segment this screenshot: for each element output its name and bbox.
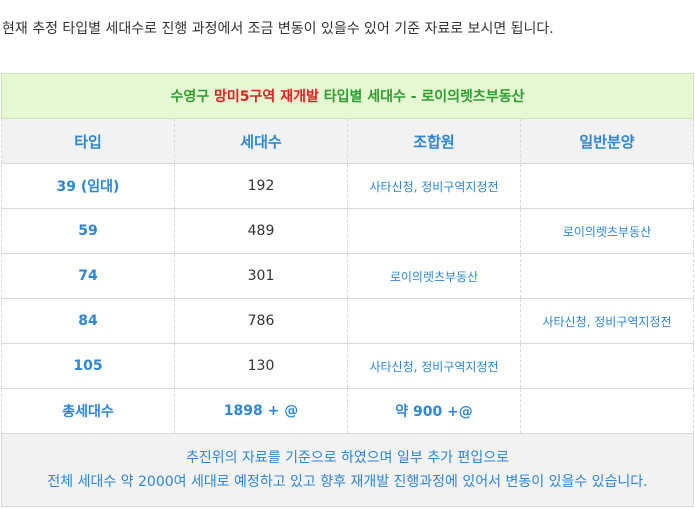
general-cell — [520, 253, 694, 299]
count-cell: 301 — [174, 253, 348, 299]
footer-line-2: 전체 세대수 약 2000여 세대로 예정하고 있고 향후 재개발 진행과정에 … — [47, 474, 648, 490]
header-member: 조합원 — [347, 118, 521, 164]
count-cell: 130 — [174, 343, 348, 389]
intro-text: 현재 추정 타입별 세대수로 진행 과정에서 조금 변동이 있을수 있어 기준 … — [2, 21, 554, 37]
count-cell: 786 — [174, 298, 348, 344]
type-cell: 59 — [1, 208, 175, 254]
member-cell — [347, 298, 521, 344]
total-general — [520, 388, 694, 434]
general-cell — [520, 343, 694, 389]
table-header-row: 타입 세대수 조합원 일반분양 — [1, 118, 694, 164]
total-count: 1898 + @ — [174, 388, 348, 434]
caption-subtitle: 타입별 세대수 - 로이의렛츠부동산 — [323, 89, 525, 105]
table-caption: 수영구 망미5구역 재개발 타입별 세대수 - 로이의렛츠부동산 — [1, 73, 694, 119]
footer-note: 추진위의 자료를 기준으로 하였으며 일부 추가 편입으로 전체 세대수 약 2… — [1, 433, 694, 507]
type-cell: 84 — [1, 298, 175, 344]
count-cell: 192 — [174, 163, 348, 209]
caption-zone: 망미5구역 — [214, 89, 276, 105]
member-cell: 사타신청, 정비구역지정전 — [347, 343, 521, 389]
total-label: 총세대수 — [1, 388, 175, 434]
table-row: 59 489 로이의렛츠부동산 — [1, 208, 694, 254]
header-general: 일반분양 — [520, 118, 694, 164]
type-cell: 105 — [1, 343, 175, 389]
table-row: 39 (임대) 192 사타신청, 정비구역지정전 — [1, 163, 694, 209]
count-cell: 489 — [174, 208, 348, 254]
member-cell: 사타신청, 정비구역지정전 — [347, 163, 521, 209]
total-row: 총세대수 1898 + @ 약 900 +@ — [1, 388, 694, 434]
member-cell — [347, 208, 521, 254]
general-cell: 사타신청, 정비구역지정전 — [520, 298, 694, 344]
header-count: 세대수 — [174, 118, 348, 164]
type-cell: 74 — [1, 253, 175, 299]
caption-district: 수영구 — [170, 89, 210, 105]
table-row: 84 786 사타신청, 정비구역지정전 — [1, 298, 694, 344]
footer-row: 추진위의 자료를 기준으로 하였으며 일부 추가 편입으로 전체 세대수 약 2… — [1, 433, 694, 507]
total-member: 약 900 +@ — [347, 388, 521, 434]
footer-line-1: 추진위의 자료를 기준으로 하였으며 일부 추가 편입으로 — [186, 450, 509, 466]
household-type-table: 수영구 망미5구역 재개발 타입별 세대수 - 로이의렛츠부동산 타입 세대수 … — [1, 73, 694, 507]
general-cell: 로이의렛츠부동산 — [520, 208, 694, 254]
header-type: 타입 — [1, 118, 175, 164]
general-cell — [520, 163, 694, 209]
table-row: 74 301 로이의렛츠부동산 — [1, 253, 694, 299]
table-caption-row: 수영구 망미5구역 재개발 타입별 세대수 - 로이의렛츠부동산 — [1, 73, 694, 119]
type-cell: 39 (임대) — [1, 163, 175, 209]
caption-redevelopment: 재개발 — [280, 89, 319, 105]
member-cell: 로이의렛츠부동산 — [347, 253, 521, 299]
table-row: 105 130 사타신청, 정비구역지정전 — [1, 343, 694, 389]
